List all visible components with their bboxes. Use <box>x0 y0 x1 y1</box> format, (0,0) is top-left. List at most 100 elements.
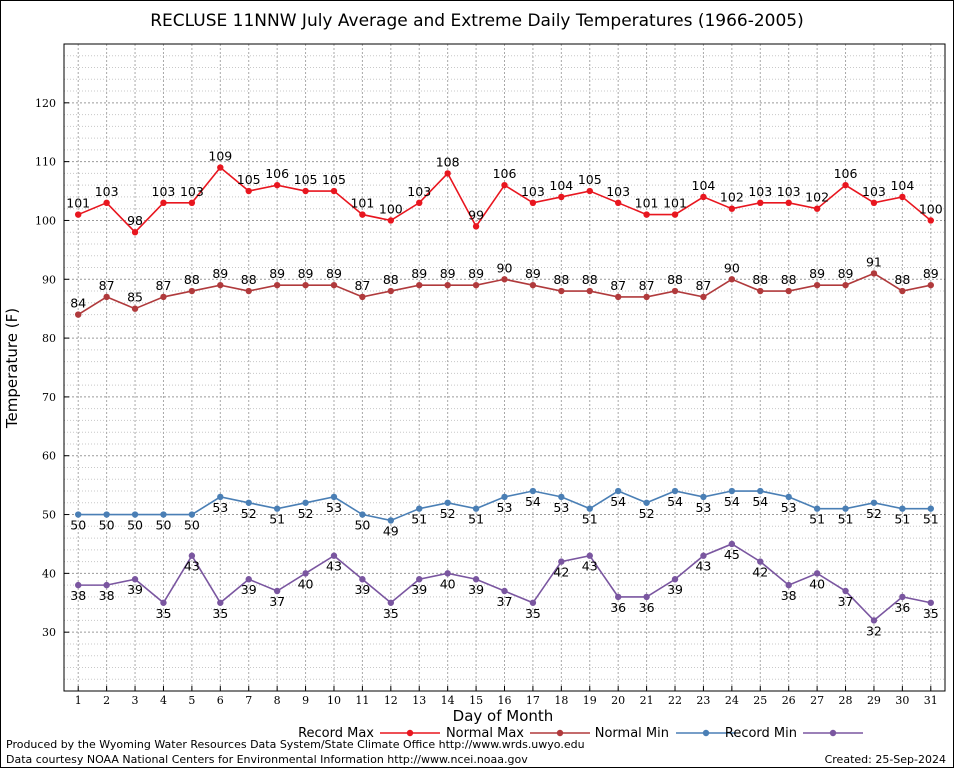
data-point <box>245 499 252 506</box>
data-point <box>359 576 366 583</box>
data-label: 88 <box>667 272 683 287</box>
data-point <box>728 487 736 495</box>
x-tick-label: 21 <box>640 694 654 707</box>
data-label: 37 <box>497 594 513 609</box>
data-point <box>529 281 537 289</box>
x-tick-label: 22 <box>668 694 682 707</box>
data-point <box>899 505 906 512</box>
x-tick-label: 26 <box>782 694 796 707</box>
data-label: 54 <box>752 494 768 509</box>
data-label: 35 <box>923 606 939 621</box>
x-tick-label: 11 <box>355 694 369 707</box>
data-label: 88 <box>582 272 598 287</box>
data-point <box>586 552 593 559</box>
y-axis-ticks: 30 40 50 60 70 80 90 100 110 120 <box>35 97 69 639</box>
data-label: 39 <box>354 582 370 597</box>
data-label: 100 <box>919 201 943 216</box>
data-point <box>671 576 679 583</box>
data-label: 37 <box>269 594 285 609</box>
data-label: 38 <box>781 588 797 603</box>
data-point <box>188 552 196 559</box>
data-label: 100 <box>379 201 403 216</box>
x-tick-label: 29 <box>867 694 881 707</box>
data-label: 45 <box>724 547 740 562</box>
data-point <box>671 211 679 218</box>
data-label: 35 <box>156 606 172 621</box>
data-label: 51 <box>894 512 910 527</box>
data-label: 103 <box>152 184 176 199</box>
x-axis-label: Day of Month <box>453 707 554 725</box>
data-label: 52 <box>866 506 882 521</box>
data-point <box>75 311 82 318</box>
data-label: 36 <box>894 600 910 615</box>
data-label: 105 <box>237 172 261 187</box>
data-label: 40 <box>298 576 314 591</box>
data-label: 85 <box>127 290 143 305</box>
data-label: 42 <box>752 565 768 580</box>
data-label: 89 <box>440 266 456 281</box>
data-point <box>472 576 480 583</box>
data-point <box>444 570 451 577</box>
data-label: 87 <box>99 278 115 293</box>
x-tick-label: 2 <box>103 694 110 707</box>
data-point <box>870 617 878 624</box>
y-tick-label: 30 <box>42 626 56 639</box>
data-label: 106 <box>834 166 858 181</box>
data-point <box>217 599 224 606</box>
x-tick-label: 30 <box>895 694 909 707</box>
x-tick-label: 12 <box>384 694 398 707</box>
data-label: 88 <box>781 272 797 287</box>
data-label: 101 <box>663 196 687 211</box>
data-point <box>899 193 906 201</box>
data-point <box>103 511 110 518</box>
x-tick-label: 27 <box>810 694 824 707</box>
footer-credit-line1: Produced by the Wyoming Water Resources … <box>6 738 585 751</box>
data-point <box>103 293 110 301</box>
x-tick-label: 7 <box>245 694 252 707</box>
x-tick-label: 1 <box>75 694 82 707</box>
data-point <box>103 199 110 207</box>
data-label: 51 <box>411 512 427 527</box>
data-point <box>75 511 82 518</box>
data-point <box>217 493 224 501</box>
data-label: 103 <box>407 184 431 199</box>
data-label: 49 <box>383 523 399 538</box>
data-point <box>444 170 451 177</box>
x-tick-label: 15 <box>469 694 483 707</box>
x-tick-label: 16 <box>498 694 512 707</box>
data-label: 35 <box>212 606 228 621</box>
data-label: 88 <box>383 272 399 287</box>
data-label: 35 <box>525 606 541 621</box>
data-point <box>416 505 423 512</box>
data-label: 103 <box>777 184 801 199</box>
data-point <box>160 511 167 518</box>
data-point <box>785 581 792 589</box>
x-tick-label: 23 <box>696 694 710 707</box>
data-label: 51 <box>923 512 939 527</box>
data-point <box>614 487 622 495</box>
legend-marker <box>829 729 837 737</box>
data-point <box>273 181 281 189</box>
data-label: 39 <box>241 582 257 597</box>
data-label: 38 <box>70 588 86 603</box>
data-point <box>160 199 167 207</box>
y-tick-label: 70 <box>42 391 56 404</box>
x-tick-label: 28 <box>839 694 853 707</box>
data-label: 36 <box>610 600 626 615</box>
data-label: 89 <box>269 266 285 281</box>
data-point <box>728 540 736 548</box>
data-label: 32 <box>866 623 882 638</box>
data-point <box>359 293 366 301</box>
data-point <box>757 287 764 295</box>
x-tick-label: 31 <box>924 694 938 707</box>
data-point <box>813 505 821 512</box>
data-point <box>700 552 707 559</box>
data-point <box>558 493 565 501</box>
data-label: 43 <box>582 559 598 574</box>
data-label: 39 <box>468 582 484 597</box>
x-tick-label: 20 <box>611 694 625 707</box>
data-label: 50 <box>127 518 143 533</box>
data-label: 103 <box>180 184 204 199</box>
data-point <box>416 281 423 289</box>
data-point <box>842 281 849 289</box>
